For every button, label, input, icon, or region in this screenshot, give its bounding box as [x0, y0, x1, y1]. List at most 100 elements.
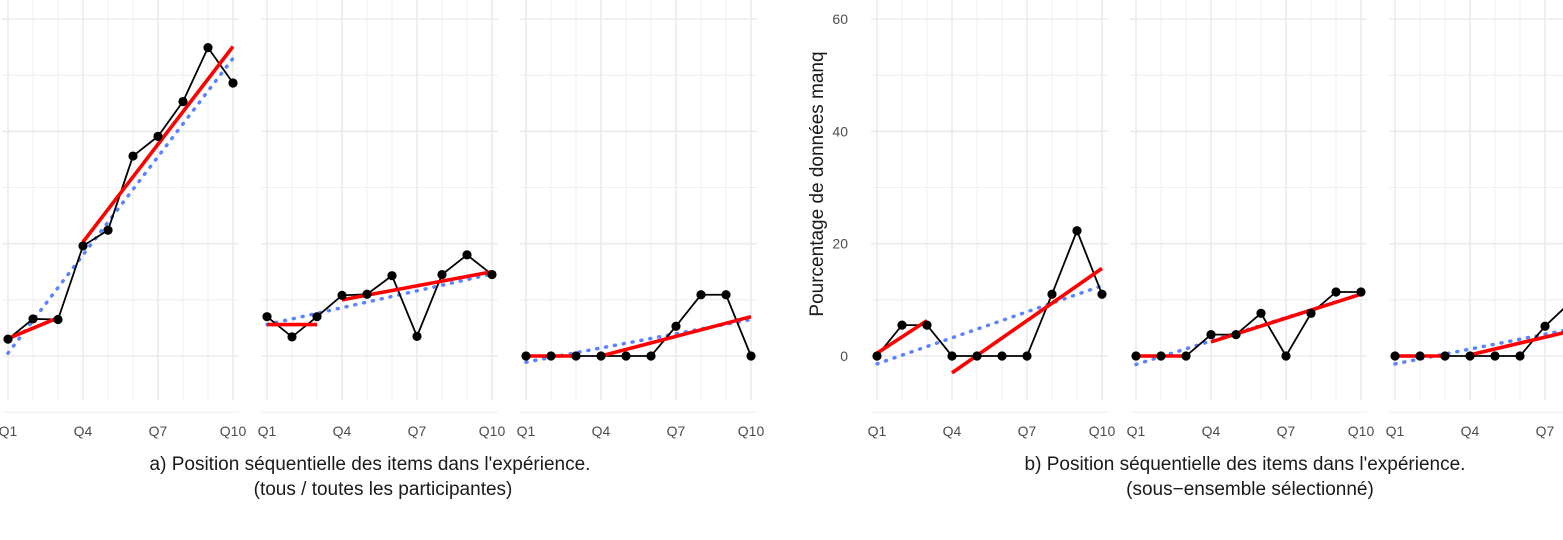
- caption-a-line2: (tous / toutes les participantes): [254, 479, 513, 500]
- data-point: [872, 351, 882, 361]
- x-tick-label: Q7: [149, 423, 168, 439]
- data-point: [128, 151, 138, 161]
- data-point: [1465, 351, 1475, 361]
- overall-fit-line: [6, 56, 235, 355]
- data-point: [1206, 330, 1216, 340]
- panels-layer: Q1 Q4 Q7 Q10 Q1 Q4 Q7 Q10 Q1 Q4 Q7 Q10 Q1 Q4 Q7 Q10 Q1 Q4…: [0, 0, 1563, 439]
- data-point: [1515, 351, 1525, 361]
- data-point: [997, 351, 1007, 361]
- data-point: [337, 290, 347, 300]
- observed-line: [1136, 291, 1361, 358]
- data-point: [1047, 289, 1057, 299]
- y-tick-label: 0: [840, 348, 848, 364]
- panel-grid: [871, 0, 1108, 413]
- data-point: [947, 351, 957, 361]
- y-axis-title: Pourcentage de données manq: [807, 51, 828, 316]
- x-tick-label: Q10: [738, 423, 765, 439]
- captions-layer: a) Position séquentielle des items dans …: [150, 454, 1466, 500]
- x-tick-label: Q1: [0, 423, 18, 439]
- x-tick-label: Q7: [1536, 423, 1555, 439]
- x-tick-label: Q7: [1018, 423, 1037, 439]
- x-tick-label: Q4: [333, 423, 352, 439]
- data-point: [596, 351, 606, 361]
- data-point: [1490, 351, 1500, 361]
- early-fit-line: [876, 319, 928, 355]
- x-tick-label: Q10: [220, 423, 247, 439]
- data-point: [3, 334, 13, 344]
- observed-line: [266, 253, 493, 339]
- x-tick-label: Q4: [592, 423, 611, 439]
- data-point: [1356, 287, 1366, 297]
- data-point: [1281, 351, 1291, 361]
- data-point: [1390, 351, 1400, 361]
- panel-grid: [1130, 0, 1367, 413]
- late-fit-line: [81, 45, 235, 244]
- data-point: [621, 351, 631, 361]
- x-tick-label: Q10: [1089, 423, 1116, 439]
- panel-grid: [261, 0, 498, 413]
- y-tick-label: 60: [832, 11, 848, 27]
- data-point: [1540, 321, 1550, 331]
- observed-line: [876, 228, 1103, 357]
- data-point: [696, 290, 706, 300]
- data-point: [387, 271, 397, 281]
- x-tick-label: Q4: [74, 423, 93, 439]
- data-point: [1181, 351, 1191, 361]
- data-point: [671, 321, 681, 331]
- data-point: [412, 331, 422, 341]
- data-point: [1440, 351, 1450, 361]
- data-point: [262, 312, 272, 322]
- data-point: [1231, 330, 1241, 340]
- data-point: [228, 78, 238, 88]
- data-point: [103, 225, 113, 235]
- early-fit-line: [7, 316, 59, 341]
- data-point: [1415, 351, 1425, 361]
- x-tick-label: Q7: [408, 423, 427, 439]
- overall-fit-line: [875, 284, 1104, 366]
- data-point: [28, 314, 38, 324]
- panel-b-1: Q1 Q4 Q7 Q10: [868, 0, 1116, 439]
- data-point: [362, 289, 372, 299]
- x-tick-label: Q1: [1386, 423, 1405, 439]
- data-point: [1097, 289, 1107, 299]
- data-point: [153, 131, 163, 141]
- data-point: [746, 351, 756, 361]
- data-point: [897, 320, 907, 330]
- x-tick-label: Q1: [258, 423, 277, 439]
- data-point: [287, 332, 297, 342]
- x-tick-label: Q4: [1202, 423, 1221, 439]
- data-point: [721, 290, 731, 300]
- data-point: [1022, 351, 1032, 361]
- x-tick-label: Q1: [1127, 423, 1146, 439]
- panel-grid: [2, 0, 239, 413]
- panel-a-1: Q1 Q4 Q7 Q10: [0, 0, 246, 439]
- data-point: [571, 351, 581, 361]
- caption-b-line2: (sous−ensemble sélectionné): [1126, 479, 1374, 500]
- x-tick-label: Q4: [943, 423, 962, 439]
- data-point: [521, 351, 531, 361]
- panel-grid: [1389, 0, 1563, 413]
- x-tick-label: Q7: [667, 423, 686, 439]
- caption-a-line1: a) Position séquentielle des items dans …: [150, 454, 591, 475]
- late-fit-line: [600, 314, 752, 358]
- x-tick-label: Q1: [517, 423, 536, 439]
- data-point: [437, 269, 447, 280]
- data-point: [178, 96, 188, 107]
- data-point: [646, 351, 656, 361]
- data-point: [203, 43, 213, 53]
- y-tick-label: 20: [832, 236, 848, 252]
- data-point: [922, 320, 932, 330]
- data-point: [546, 351, 556, 361]
- late-fit-line: [1469, 331, 1563, 357]
- data-point: [1072, 226, 1082, 236]
- data-point: [1156, 351, 1166, 361]
- x-tick-label: Q10: [479, 423, 506, 439]
- x-tick-label: Q4: [1461, 423, 1480, 439]
- data-point: [312, 312, 322, 322]
- panel-b-2: Q1 Q4 Q7 Q10: [1127, 0, 1374, 439]
- data-point: [53, 314, 63, 325]
- data-point: [1131, 351, 1141, 361]
- data-point: [1331, 287, 1341, 297]
- caption-b-line1: b) Position séquentielle des items dans …: [1025, 454, 1466, 475]
